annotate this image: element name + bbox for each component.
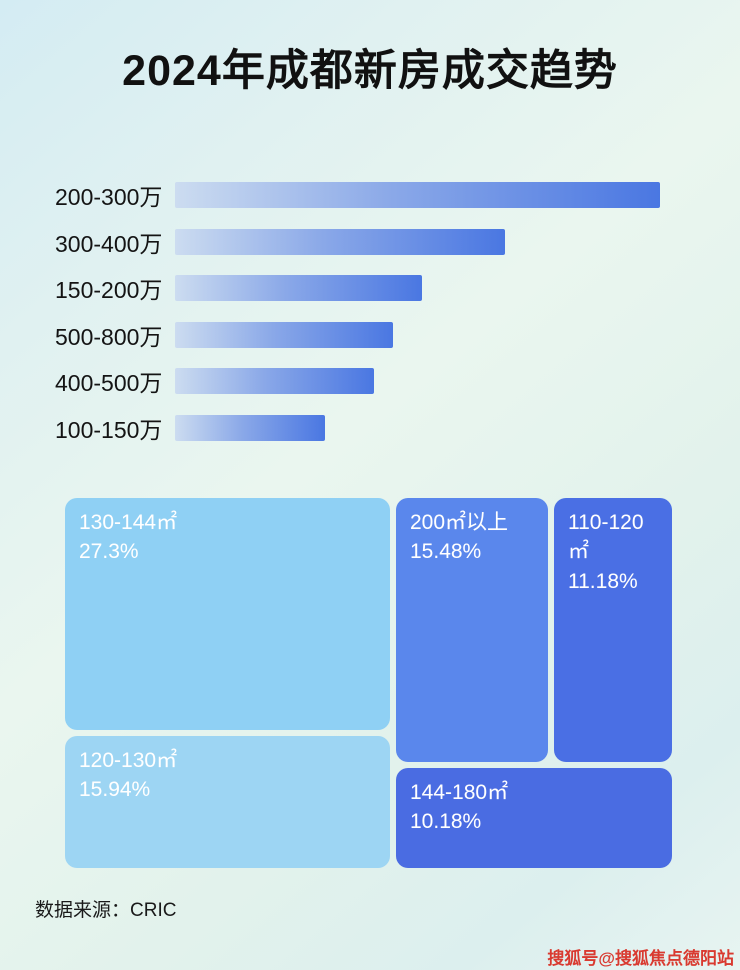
bar-category-label: 150-200万 [55,277,163,304]
treemap-block-label: 130-144㎡ [79,511,178,534]
bar-track [175,228,660,255]
treemap-block-percent: 11.18% [568,569,638,593]
bar-row: 200-300万 [55,172,695,219]
bar-category-label: 500-800万 [55,323,163,350]
bar-300-400 [175,228,505,255]
bar-category-label: 100-150万 [55,416,163,443]
bar-track [175,414,660,441]
bar-row: 100-150万 [55,405,695,452]
bar-500-800 [175,321,394,348]
treemap-block-label: 200㎡以上 [410,511,509,534]
area-share-treemap: 130-144㎡ 27.3% 120-130㎡ 15.94% 200㎡以上 15… [65,498,672,868]
treemap-block-label: 110-120㎡ [568,511,644,564]
treemap-block-percent: 15.48% [410,540,482,564]
price-range-bar-chart: 200-300万 300-400万 150-200万 500-800万 400- [55,172,695,451]
watermark-text: 搜狐号@搜狐焦点德阳站 [547,949,734,968]
bar-track [175,321,660,348]
bar-row: 300-400万 [55,219,695,266]
treemap-block-percent: 15.94% [79,778,151,802]
bar-row: 500-800万 [55,312,695,359]
bar-200-300 [175,182,660,209]
treemap-block-percent: 10.18% [410,810,482,834]
treemap-block-110-120: 110-120㎡ 11.18% [554,498,672,762]
bar-150-200 [175,275,423,302]
data-source-label: 数据来源：CRIC [35,900,177,921]
bar-category-label: 200-300万 [55,184,163,211]
treemap-block-label: 120-130㎡ [79,749,178,772]
bar-category-label: 400-500万 [55,370,163,397]
bar-track [175,368,660,395]
treemap-block-120-130: 120-130㎡ 15.94% [65,736,390,868]
bar-track [175,275,660,302]
treemap-block-label: 144-180㎡ [410,781,509,804]
treemap-block-200-plus: 200㎡以上 15.48% [396,498,548,762]
bar-400-500 [175,368,374,395]
treemap-block-144-180: 144-180㎡ 10.18% [396,768,672,868]
bar-100-150 [175,414,326,441]
page-title: 2024年成都新房成交趋势 [122,47,618,95]
bar-category-label: 300-400万 [55,230,163,257]
bar-row: 400-500万 [55,358,695,405]
treemap-block-percent: 27.3% [79,540,139,564]
bar-row: 150-200万 [55,265,695,312]
bar-track [175,182,660,209]
treemap-block-130-144: 130-144㎡ 27.3% [65,498,390,730]
